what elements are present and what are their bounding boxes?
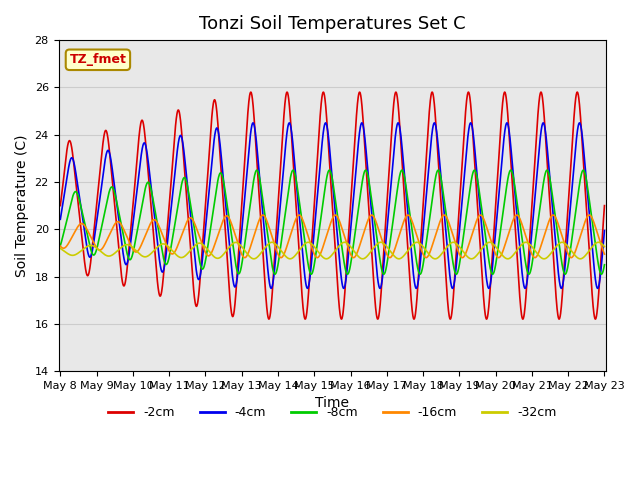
-32cm: [56, 246, 64, 252]
-16cm: [56, 243, 64, 249]
Line: -4cm: -4cm: [60, 123, 604, 288]
-2cm: [568, 154, 575, 159]
-16cm: [348, 254, 356, 260]
Line: -16cm: -16cm: [60, 215, 604, 258]
Y-axis label: Soil Temperature (C): Soil Temperature (C): [15, 134, 29, 277]
Line: -2cm: -2cm: [60, 92, 604, 319]
-16cm: [567, 255, 575, 261]
-2cm: [552, 297, 560, 303]
-2cm: [348, 182, 356, 188]
-32cm: [490, 242, 498, 248]
-4cm: [360, 127, 367, 132]
-8cm: [598, 271, 605, 277]
-4cm: [568, 192, 575, 198]
-4cm: [594, 286, 602, 291]
-32cm: [568, 248, 575, 254]
-32cm: [552, 243, 560, 249]
Line: -32cm: -32cm: [60, 242, 604, 259]
-4cm: [600, 228, 608, 233]
-8cm: [208, 216, 216, 221]
-4cm: [575, 120, 583, 126]
-32cm: [600, 244, 608, 250]
-8cm: [490, 268, 498, 274]
Legend: -2cm, -4cm, -8cm, -16cm, -32cm: -2cm, -4cm, -8cm, -16cm, -32cm: [103, 401, 561, 424]
-16cm: [586, 212, 593, 218]
-8cm: [552, 221, 560, 227]
-2cm: [360, 128, 367, 133]
-16cm: [552, 216, 560, 222]
-8cm: [56, 243, 64, 249]
-16cm: [208, 249, 216, 254]
-8cm: [568, 239, 575, 245]
-2cm: [208, 111, 216, 117]
-16cm: [600, 251, 608, 257]
Line: -8cm: -8cm: [60, 170, 604, 274]
-32cm: [348, 246, 356, 252]
-8cm: [600, 262, 608, 267]
-4cm: [348, 212, 356, 218]
-2cm: [573, 89, 581, 95]
-2cm: [56, 203, 64, 208]
-4cm: [552, 248, 560, 253]
-2cm: [600, 203, 608, 208]
-32cm: [360, 256, 367, 262]
-2cm: [591, 316, 599, 322]
-4cm: [56, 216, 64, 222]
-16cm: [490, 248, 498, 254]
-8cm: [348, 253, 356, 259]
-8cm: [579, 167, 587, 173]
-4cm: [490, 243, 498, 249]
X-axis label: Time: Time: [316, 396, 349, 410]
-2cm: [490, 222, 498, 228]
-32cm: [595, 240, 602, 245]
Title: Tonzi Soil Temperatures Set C: Tonzi Soil Temperatures Set C: [199, 15, 466, 33]
-16cm: [360, 230, 367, 236]
-8cm: [360, 171, 367, 177]
-16cm: [568, 255, 575, 261]
Text: TZ_fmet: TZ_fmet: [70, 53, 126, 66]
-32cm: [208, 252, 216, 258]
-32cm: [577, 256, 584, 262]
-4cm: [208, 157, 216, 163]
